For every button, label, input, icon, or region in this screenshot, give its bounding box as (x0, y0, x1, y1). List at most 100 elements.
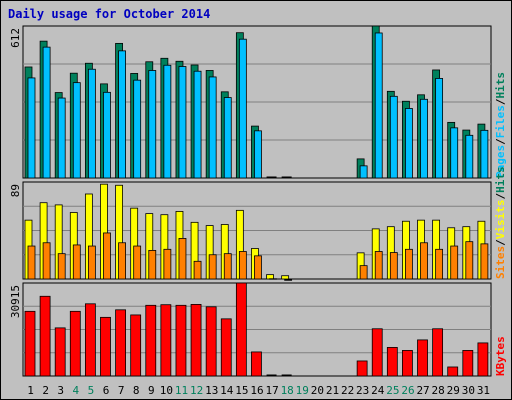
day-label-18: 18 (281, 384, 294, 397)
bar-kbytes-1 (24, 310, 36, 377)
bar-files-24 (374, 32, 383, 179)
bar-sites-16 (254, 255, 262, 280)
bar-files-9 (148, 70, 157, 179)
bar-sites-17 (269, 278, 277, 280)
bar-kbytes-24 (371, 328, 383, 377)
bar-sites-31 (480, 243, 489, 280)
day-label-2: 2 (42, 384, 49, 397)
bar-sites-29 (450, 245, 459, 280)
day-label-23: 23 (356, 384, 369, 397)
bar-kbytes-16 (251, 351, 262, 377)
bar-kbytes-9 (145, 304, 157, 377)
bar-sites-25 (389, 252, 398, 280)
bar-sites-2 (42, 242, 51, 280)
bar-kbytes-30 (462, 350, 474, 377)
bar-sites-18 (284, 279, 293, 281)
legend-requests: Pages/Files/Hits (494, 72, 507, 178)
day-label-22: 22 (341, 384, 354, 397)
bar-files-11 (178, 66, 187, 179)
bar-kbytes-14 (220, 318, 232, 377)
day-label-31: 31 (477, 384, 490, 397)
day-label-4: 4 (73, 384, 80, 397)
bar-kbytes-13 (205, 306, 217, 377)
day-label-19: 19 (296, 384, 309, 397)
bar-files-14 (223, 97, 232, 179)
bar-sites-10 (163, 248, 172, 280)
bar-files-8 (133, 79, 142, 179)
day-label-21: 21 (326, 384, 339, 397)
day-label-3: 3 (57, 384, 64, 397)
bar-sites-12 (193, 260, 202, 280)
bar-kbytes-4 (69, 310, 81, 377)
bar-kbytes-27 (417, 339, 428, 377)
bar-sites-23 (359, 265, 368, 280)
legend-entry-visits: Visits (494, 200, 507, 240)
day-label-26: 26 (401, 384, 414, 397)
day-label-27: 27 (416, 384, 429, 397)
bar-kbytes-28 (432, 328, 444, 377)
bar-files-2 (42, 46, 51, 179)
bar-sites-11 (178, 238, 187, 280)
bar-kbytes-8 (130, 314, 142, 377)
day-label-17: 17 (265, 384, 278, 397)
day-label-13: 13 (205, 384, 218, 397)
bar-sites-14 (223, 253, 232, 280)
bar-kbytes-25 (386, 347, 398, 377)
legend-entry-kbytes: KBytes (494, 336, 507, 376)
bar-files-26 (405, 108, 413, 179)
day-label-11: 11 (175, 384, 188, 397)
bar-kbytes-3 (54, 327, 66, 377)
legend-separator: / (494, 138, 507, 145)
bar-kbytes-2 (39, 295, 51, 377)
bar-visits-18 (281, 275, 290, 280)
y-max-label-visitors: 89 (9, 184, 22, 197)
bar-files-15 (238, 38, 247, 179)
bar-sites-15 (238, 251, 247, 280)
bar-kbytes-6 (100, 316, 111, 377)
day-label-6: 6 (103, 384, 110, 397)
day-label-5: 5 (88, 384, 95, 397)
day-label-9: 9 (148, 384, 155, 397)
bar-files-4 (72, 82, 81, 179)
bar-sites-7 (118, 242, 126, 280)
bar-kbytes-5 (84, 303, 96, 377)
bar-kbytes-7 (115, 309, 126, 377)
legend-separator: / (494, 193, 507, 200)
day-label-15: 15 (235, 384, 248, 397)
bar-kbytes-29 (447, 366, 459, 377)
bar-files-25 (389, 95, 398, 179)
bar-kbytes-11 (175, 304, 187, 377)
legend-visitors: Sites/Visits/Hits (494, 166, 507, 279)
day-label-28: 28 (432, 384, 445, 397)
bar-sites-8 (133, 245, 142, 280)
legend-entry-hits: Hits (494, 166, 507, 193)
bar-files-3 (57, 97, 66, 179)
bar-kbytes-26 (402, 350, 413, 377)
bar-sites-9 (148, 249, 157, 280)
day-label-8: 8 (133, 384, 140, 397)
chart-title: Daily usage for October 2014 (8, 7, 211, 21)
day-label-10: 10 (160, 384, 173, 397)
day-label-14: 14 (220, 384, 234, 397)
bar-files-27 (420, 98, 428, 179)
bar-sites-6 (103, 232, 111, 280)
bar-kbytes-31 (477, 342, 489, 377)
bar-files-28 (435, 78, 444, 179)
day-label-30: 30 (462, 384, 475, 397)
day-label-25: 25 (386, 384, 399, 397)
bar-sites-1 (27, 245, 36, 280)
bar-kbytes-15 (235, 282, 247, 377)
bar-kbytes-10 (160, 304, 172, 377)
bar-files-30 (465, 134, 474, 179)
y-max-label-requests: 612 (9, 28, 22, 48)
bar-files-13 (208, 76, 217, 179)
day-label-16: 16 (250, 384, 263, 397)
bar-files-10 (163, 64, 172, 179)
bar-files-31 (480, 129, 489, 179)
legend-entry-files: Files (494, 105, 507, 138)
bar-sites-28 (435, 248, 444, 280)
day-label-20: 20 (311, 384, 324, 397)
day-label-1: 1 (27, 384, 34, 397)
